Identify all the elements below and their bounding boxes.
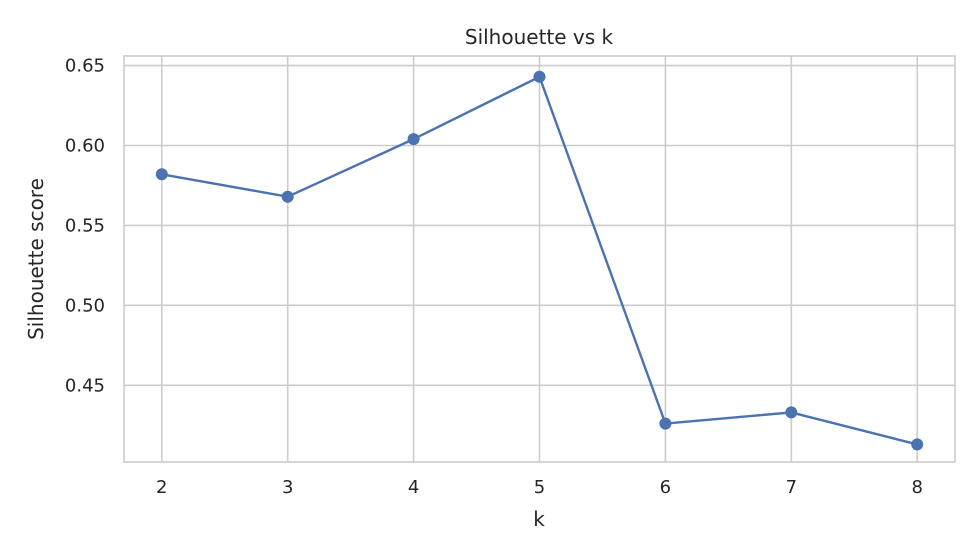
chart-title: Silhouette vs k: [465, 25, 614, 49]
x-tick-label: 2: [156, 477, 167, 498]
x-tick-labels: 2 3 4 5 6 7 8: [156, 477, 923, 498]
data-point-marker: [407, 133, 420, 146]
y-axis-label: Silhouette score: [24, 178, 48, 340]
data-point-marker: [911, 438, 924, 451]
x-tick-label: 8: [912, 477, 923, 498]
y-tick-label: 0.50: [65, 295, 105, 316]
x-tick-label: 6: [660, 477, 671, 498]
plot-area-frame: [123, 55, 956, 463]
data-point-marker: [785, 406, 798, 419]
grid: [124, 56, 955, 462]
x-axis-label: k: [533, 507, 545, 531]
data-point-marker: [659, 417, 672, 430]
data-point-marker: [155, 168, 168, 181]
data-point-marker: [533, 70, 546, 83]
y-tick-label: 0.55: [65, 215, 105, 236]
x-tick-label: 3: [282, 477, 293, 498]
y-tick-label: 0.65: [65, 56, 105, 77]
data-point-marker: [281, 190, 294, 203]
y-tick-label: 0.60: [65, 136, 105, 157]
x-tick-label: 7: [786, 477, 797, 498]
x-tick-label: 4: [408, 477, 419, 498]
series-markers: [155, 70, 924, 451]
x-tick-label: 5: [534, 477, 545, 498]
y-tick-label: 0.45: [65, 375, 105, 396]
y-tick-labels: 0.45 0.50 0.55 0.60 0.65: [65, 56, 105, 397]
